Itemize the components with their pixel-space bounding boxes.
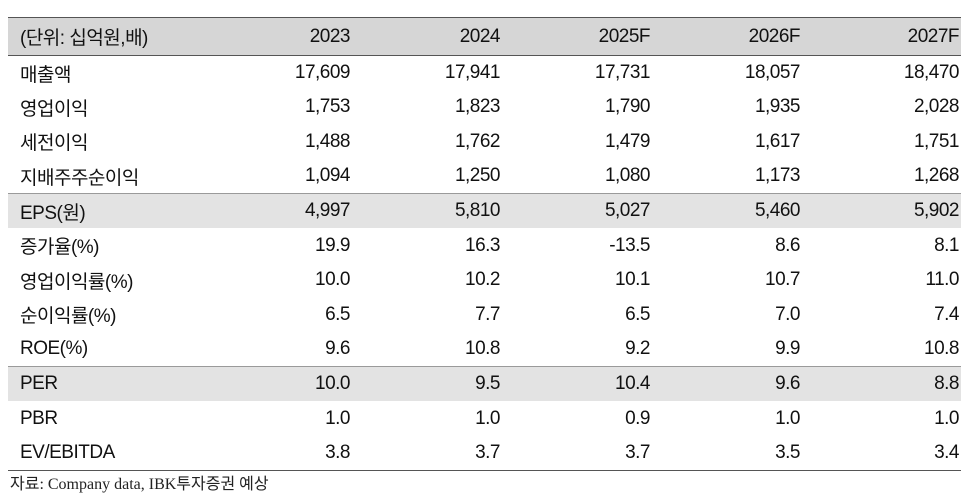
table-cell: 3.7 xyxy=(625,442,650,464)
table-cell: 17,731 xyxy=(594,62,651,84)
table-cell: 6.5 xyxy=(625,303,650,325)
table-cell: 5,460 xyxy=(754,200,801,222)
table-cell: 4,997 xyxy=(304,200,351,222)
table-body: 매출액 17,609 17,941 17,731 18,057 18,470 영… xyxy=(8,56,961,471)
table-cell: 9.6 xyxy=(325,338,350,360)
row-label: PBR xyxy=(20,407,58,429)
column-header: 2027F xyxy=(907,25,960,47)
table-cell: 1,173 xyxy=(754,165,801,187)
column-header: 2025F xyxy=(598,25,651,47)
column-header: 2026F xyxy=(748,25,801,47)
row-label: 영업이익 xyxy=(20,98,88,120)
table-cell: 10.0 xyxy=(315,373,350,395)
table-cell: -13.5 xyxy=(609,234,650,256)
column-header: 2024 xyxy=(459,25,501,47)
table-row: PER 10.0 9.5 10.4 9.6 8.8 xyxy=(8,366,961,402)
source-note: 자료: Company data, IBK투자증권 예상 xyxy=(10,476,269,493)
table-cell: 10.1 xyxy=(615,269,650,291)
table-cell: 7.0 xyxy=(775,303,800,325)
unit-header: (단위: 십억원,배) xyxy=(20,28,148,49)
row-label: 매출액 xyxy=(20,64,71,86)
table-cell: 10.8 xyxy=(465,338,500,360)
table-row: EPS(원) 4,997 5,810 5,027 5,460 5,902 xyxy=(8,193,961,229)
row-label: 순이익률(%) xyxy=(20,306,116,328)
table-cell: 9.6 xyxy=(775,373,800,395)
row-label: 영업이익률(%) xyxy=(20,271,133,293)
table-cell: 9.2 xyxy=(625,338,650,360)
row-label: EPS(원) xyxy=(20,202,86,224)
table-cell: 10.0 xyxy=(315,269,350,291)
table-cell: 10.7 xyxy=(765,269,800,291)
row-label: PER xyxy=(20,373,58,395)
table-cell: 1,753 xyxy=(304,96,351,118)
table-cell: 1,268 xyxy=(913,165,960,187)
table-cell: 1.0 xyxy=(475,407,500,429)
table-cell: 18,057 xyxy=(744,62,801,84)
financial-summary-table: (단위: 십억원,배) 2023 2024 2025F 2026F 2027F … xyxy=(8,17,961,471)
table-row: EV/EBITDA 3.8 3.7 3.7 3.5 3.4 xyxy=(8,436,961,471)
table-cell: 0.9 xyxy=(625,407,650,429)
table-cell: 8.1 xyxy=(934,234,959,256)
table-cell: 17,941 xyxy=(444,62,501,84)
table-cell: 1,823 xyxy=(454,96,501,118)
table-cell: 11.0 xyxy=(925,269,959,291)
table-cell: 3.4 xyxy=(934,442,959,464)
table-row: PBR 1.0 1.0 0.9 1.0 1.0 xyxy=(8,401,961,436)
table-cell: 1,935 xyxy=(754,96,801,118)
table-row: 세전이익 1,488 1,762 1,479 1,617 1,751 xyxy=(8,125,961,160)
row-label: 세전이익 xyxy=(20,133,88,155)
row-label: 증가율(%) xyxy=(20,237,100,259)
table-cell: 7.4 xyxy=(934,303,959,325)
table-cell: 1.0 xyxy=(325,407,350,429)
table-cell: 1,094 xyxy=(304,165,351,187)
row-label: EV/EBITDA xyxy=(20,442,115,464)
header-row: (단위: 십억원,배) 2023 2024 2025F 2026F 2027F xyxy=(8,17,961,56)
table-cell: 1,790 xyxy=(604,96,651,118)
table-cell: 1.0 xyxy=(934,407,959,429)
table-cell: 1,751 xyxy=(913,130,960,152)
table-cell: 1,617 xyxy=(754,130,801,152)
table-row: ROE(%) 9.6 10.8 9.2 9.9 10.8 xyxy=(8,332,961,367)
table-row: 영업이익 1,753 1,823 1,790 1,935 2,028 xyxy=(8,90,961,125)
table-cell: 9.5 xyxy=(475,373,500,395)
table-row: 증가율(%) 19.9 16.3 -13.5 8.6 8.1 xyxy=(8,228,961,263)
table-cell: 8.6 xyxy=(775,234,800,256)
row-label: 지배주주순이익 xyxy=(20,167,139,189)
table-cell: 1,762 xyxy=(454,130,501,152)
table-cell: 3.7 xyxy=(475,442,500,464)
table-header: (단위: 십억원,배) 2023 2024 2025F 2026F 2027F xyxy=(8,17,961,56)
table-cell: 18,470 xyxy=(903,62,960,84)
table-cell: 1,479 xyxy=(604,130,651,152)
table-cell: 7.7 xyxy=(475,303,500,325)
table-cell: 6.5 xyxy=(325,303,350,325)
table-row: 영업이익률(%) 10.0 10.2 10.1 10.7 11.0 xyxy=(8,263,961,298)
column-header: 2023 xyxy=(309,25,351,47)
table-row: 순이익률(%) 6.5 7.7 6.5 7.0 7.4 xyxy=(8,298,961,333)
table-cell: 16.3 xyxy=(465,234,500,256)
table-cell: 1,488 xyxy=(304,130,351,152)
table-cell: 10.2 xyxy=(465,269,500,291)
table-cell: 5,902 xyxy=(913,200,960,222)
table-cell: 1.0 xyxy=(775,407,800,429)
table-cell: 5,027 xyxy=(604,200,651,222)
table-cell: 10.4 xyxy=(615,373,650,395)
table-cell: 3.8 xyxy=(325,442,350,464)
table-cell: 1,250 xyxy=(454,165,501,187)
table-row: 매출액 17,609 17,941 17,731 18,057 18,470 xyxy=(8,56,961,91)
table-cell: 10.8 xyxy=(924,338,959,360)
row-label: ROE(%) xyxy=(20,338,88,360)
table-cell: 1,080 xyxy=(604,165,651,187)
table-cell: 5,810 xyxy=(454,200,501,222)
table-cell: 17,609 xyxy=(294,62,351,84)
table-cell: 3.5 xyxy=(775,442,800,464)
financial-summary-table-container: (단위: 십억원,배) 2023 2024 2025F 2026F 2027F … xyxy=(8,17,961,471)
table-cell: 2,028 xyxy=(913,96,960,118)
table-row: 지배주주순이익 1,094 1,250 1,080 1,173 1,268 xyxy=(8,159,961,194)
table-cell: 9.9 xyxy=(775,338,800,360)
table-cell: 19.9 xyxy=(315,234,350,256)
table-cell: 8.8 xyxy=(934,373,959,395)
